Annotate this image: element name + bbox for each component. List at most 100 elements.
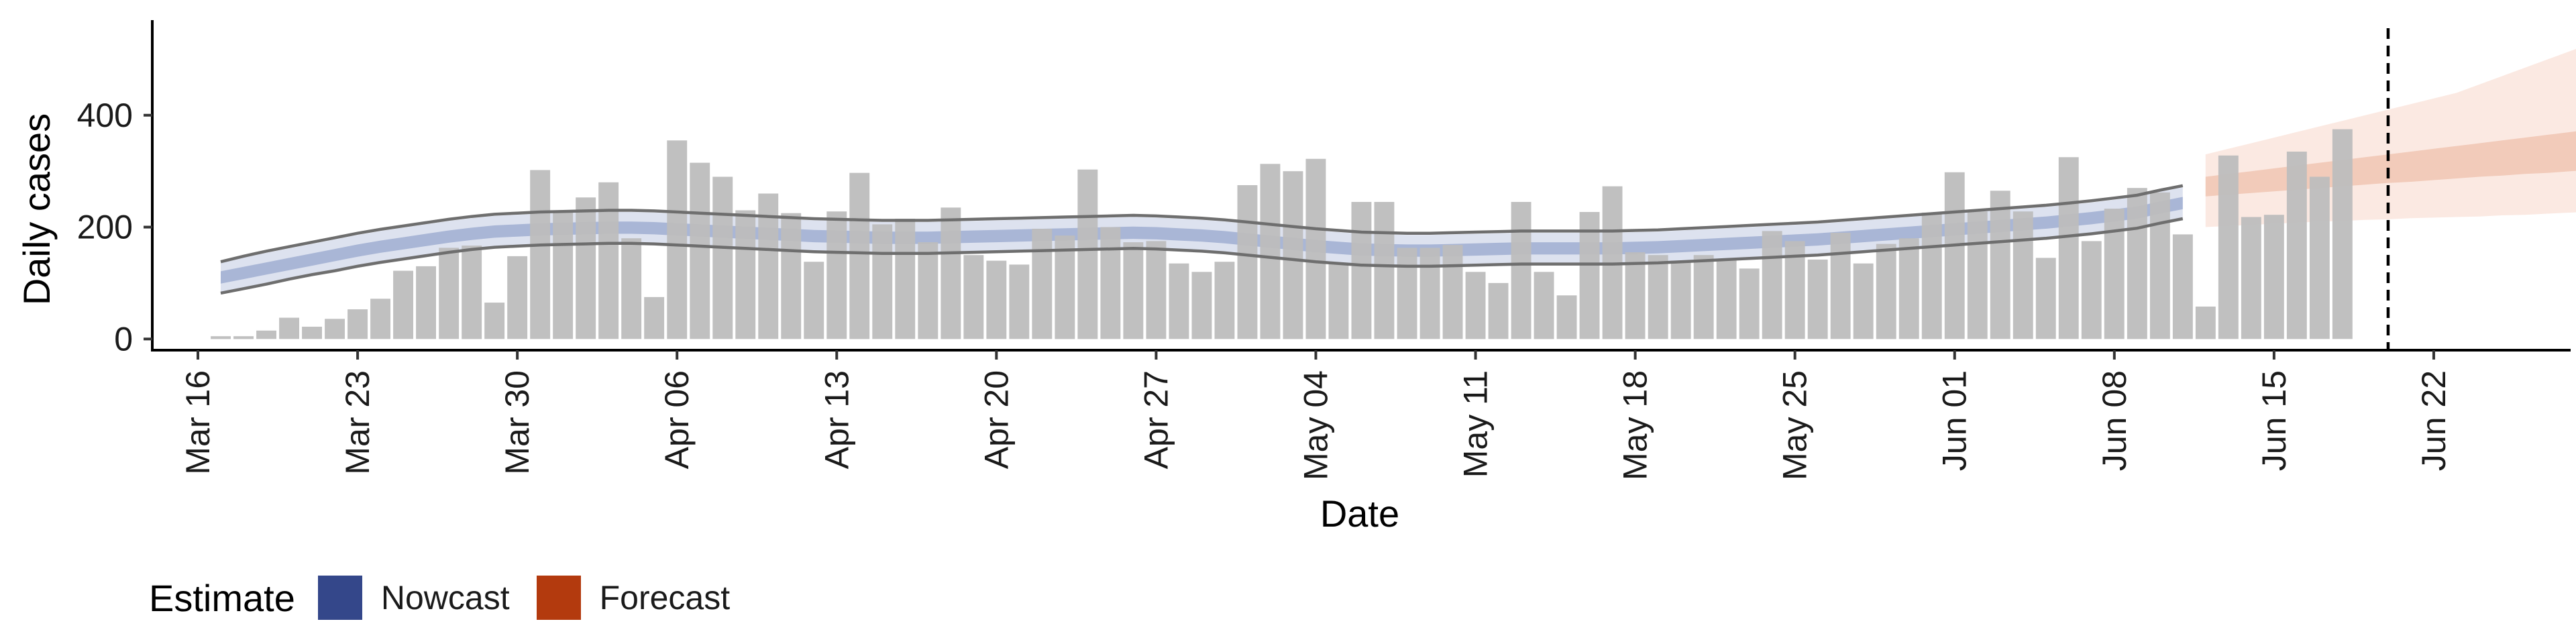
case-bar [1419, 248, 1440, 339]
case-bar [1169, 263, 1189, 339]
case-bar [2127, 188, 2147, 339]
case-bar [1214, 262, 1235, 339]
case-bar [1488, 282, 1509, 339]
x-tick-label: May 11 [1457, 370, 1495, 478]
x-tick-label: Jun 01 [1936, 370, 1974, 471]
case-bar [507, 256, 528, 339]
case-bar [256, 330, 276, 339]
x-tick-label: May 04 [1297, 370, 1335, 480]
x-tick-label: Apr 06 [658, 370, 696, 469]
case-bar [826, 211, 847, 339]
x-tick-label: Mar 23 [339, 370, 376, 475]
y-axis-title: Daily cases [15, 113, 58, 305]
case-bar [484, 303, 505, 339]
case-bar [1921, 212, 1942, 339]
case-bar [2012, 211, 2033, 339]
case-bar [598, 182, 619, 339]
case-bar [1374, 202, 1395, 339]
case-bar [918, 242, 938, 339]
case-bar [1739, 268, 1760, 339]
case-bar [872, 224, 893, 339]
case-bar [347, 309, 368, 339]
case-bar [1442, 245, 1463, 339]
case-bar [735, 210, 756, 339]
case-bar [1260, 164, 1281, 339]
case-bar [2332, 129, 2353, 339]
case-bar [1511, 202, 1532, 339]
case-bar [2263, 215, 2284, 339]
x-tick-label: Jun 22 [2415, 370, 2453, 471]
case-bar [1716, 259, 1737, 339]
case-bar [986, 260, 1007, 339]
case-bar [576, 197, 596, 339]
case-bar [1693, 255, 1714, 339]
case-bar [302, 327, 322, 339]
case-bar [2241, 217, 2261, 339]
x-tick-label: Mar 16 [179, 370, 217, 475]
case-bar [1191, 272, 1212, 339]
legend-key-nowcast [317, 576, 362, 620]
case-bar [963, 255, 984, 339]
case-bar [1237, 185, 1258, 339]
case-bar [1648, 255, 1668, 339]
case-bar [1944, 172, 1965, 339]
case-bar [462, 246, 482, 339]
case-bar [1351, 202, 1372, 339]
legend-key-forecast [536, 576, 581, 620]
case-bar [2172, 234, 2193, 339]
case-bar [370, 299, 390, 339]
case-bar [644, 297, 665, 339]
case-bar [1534, 272, 1554, 339]
case-bar [1032, 229, 1053, 339]
case-bar [1397, 248, 1417, 339]
y-tick-label: 0 [114, 320, 133, 358]
case-bar [1055, 235, 1075, 339]
legend-title: Estimate [149, 576, 295, 619]
case-bar [530, 170, 551, 339]
case-bar [941, 207, 961, 339]
case-bar [667, 140, 688, 339]
case-bar [621, 238, 642, 339]
case-bar [1077, 169, 1098, 339]
case-bar [2149, 192, 2170, 339]
case-bar [1328, 263, 1349, 339]
case-bar [2104, 209, 2125, 339]
case-bar [1625, 252, 1646, 339]
x-ticks: Mar 16 Mar 23 Mar 30 Apr 06 Apr 13 Apr 20 Apr … [179, 350, 2453, 480]
case-bar [1830, 232, 1851, 339]
case-bar [895, 219, 916, 339]
legend: Estimate Nowcast Forecast [149, 576, 757, 620]
case-bar [2286, 152, 2307, 339]
case-bar [712, 176, 733, 339]
case-bar [1898, 238, 1919, 339]
y-ticks: 0 200 400 [77, 97, 152, 358]
legend-label-forecast: Forecast [599, 579, 731, 616]
case-bar [1465, 272, 1486, 339]
case-bar [1853, 263, 1874, 339]
nowcast-lower-line [220, 217, 2184, 295]
x-tick-label: Jun 08 [2096, 370, 2133, 471]
case-bar [211, 336, 231, 339]
nowcast-upper-line [220, 184, 2184, 264]
case-bar [1556, 295, 1577, 339]
case-bar [2058, 157, 2079, 339]
case-bar [781, 213, 802, 339]
case-bar [1670, 260, 1691, 339]
case-bar [804, 262, 824, 339]
case-bar [439, 248, 460, 339]
y-tick-label: 400 [77, 97, 133, 134]
case-bar [1305, 158, 1326, 339]
case-bar [1100, 227, 1121, 339]
x-tick-label: Apr 13 [818, 370, 855, 469]
x-tick-label: May 18 [1617, 370, 1654, 480]
reported-case-bars [211, 129, 2353, 339]
x-tick-label: Apr 20 [977, 370, 1015, 469]
x-axis-title: Date [1320, 492, 1399, 535]
case-bar [279, 317, 299, 339]
x-tick-label: Jun 15 [2255, 370, 2293, 471]
x-tick-label: Mar 30 [498, 370, 536, 475]
case-bar [2195, 307, 2216, 339]
case-bar [1762, 231, 1782, 339]
case-bar [1009, 264, 1030, 339]
